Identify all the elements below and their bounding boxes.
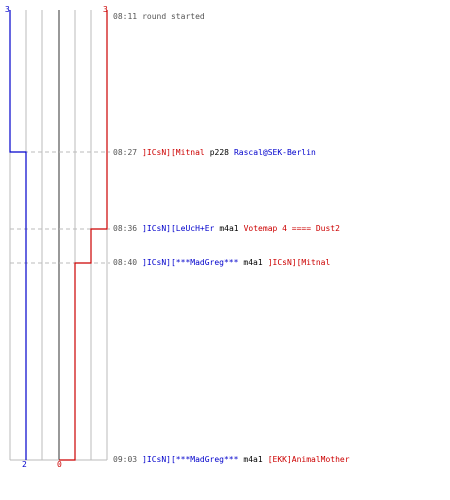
event-time: 08:11 <box>113 12 138 21</box>
kill-event-row: 08:36 ]ICsN][LeUcH+Er m4a1 Votemap 4 ==== D… <box>113 224 340 234</box>
event-time: 08:36 <box>113 224 138 233</box>
red-start-count: 3 <box>103 5 108 14</box>
red-team-alive-line <box>59 10 108 461</box>
killer-name: ]ICsN][LeUcH+Er <box>142 224 215 233</box>
killer-name: ]ICsN][***MadGreg*** <box>142 258 239 267</box>
victim-name: ]ICsN][Mitnal <box>267 258 331 267</box>
event-time: 09:03 <box>113 455 138 464</box>
victim-name: Votemap 4 ==== Dust2 <box>243 224 340 233</box>
victim-name: [EKK]AnimalMother <box>267 455 350 464</box>
kill-event-row: 09:03 ]ICsN][***MadGreg*** m4a1 [EKK]Animal… <box>113 455 350 465</box>
weapon-name: m4a1 <box>243 455 263 464</box>
red-end-count: 0 <box>57 460 62 469</box>
kill-event-row: 08:40 ]ICsN][***MadGreg*** m4a1 ]ICsN][Mitn… <box>113 258 330 268</box>
kill-event-row: 08:27 ]ICsN][Mitnal p228 Rascal@SEK-Berlin <box>113 148 316 158</box>
weapon-name: m4a1 <box>219 224 239 233</box>
event-message: round started <box>142 12 205 21</box>
event-guide-lines <box>10 151 110 264</box>
victim-name: Rascal@SEK-Berlin <box>233 148 316 157</box>
event-row-round-started: 08:11 round started <box>113 12 205 22</box>
timeline-grid <box>9 10 108 461</box>
killer-name: ]ICsN][Mitnal <box>142 148 205 157</box>
weapon-name: p228 <box>209 148 229 157</box>
blue-end-count: 2 <box>22 460 27 469</box>
blue-team-alive-line <box>9 10 27 460</box>
event-time: 08:40 <box>113 258 138 267</box>
killer-name: ]ICsN][***MadGreg*** <box>142 455 239 464</box>
weapon-name: m4a1 <box>243 258 263 267</box>
event-time: 08:27 <box>113 148 138 157</box>
blue-start-count: 3 <box>5 5 10 14</box>
